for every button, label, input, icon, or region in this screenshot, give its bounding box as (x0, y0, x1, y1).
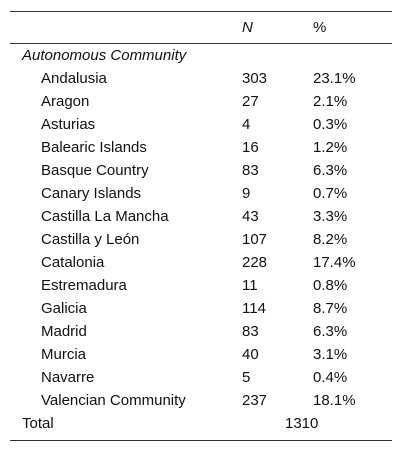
row-label: Balearic Islands (41, 139, 147, 156)
row-pct: 0.8% (313, 277, 348, 294)
row-n: 5 (242, 369, 251, 386)
row-pct: 17.4% (313, 254, 356, 271)
row-pct: 8.2% (313, 231, 348, 248)
row-label: Navarre (41, 369, 95, 386)
row-label: Andalusia (41, 70, 107, 87)
row-n: 4 (242, 116, 251, 133)
row-n: 237 (242, 392, 268, 409)
total-value: 1310 (285, 415, 319, 432)
top-rule (10, 11, 392, 12)
row-label: Valencian Community (41, 392, 186, 409)
row-n: 83 (242, 162, 259, 179)
row-pct: 2.1% (313, 93, 348, 110)
row-label: Madrid (41, 323, 87, 340)
row-pct: 0.3% (313, 116, 348, 133)
row-label: Canary Islands (41, 185, 142, 202)
bottom-rule (10, 440, 392, 441)
row-label: Asturias (41, 116, 96, 133)
header-rule (10, 43, 392, 44)
row-label: Catalonia (41, 254, 105, 271)
row-label: Murcia (41, 346, 87, 363)
row-n: 16 (242, 139, 259, 156)
row-label: Castilla y León (41, 231, 140, 248)
row-label: Estremadura (41, 277, 127, 294)
row-label: Basque Country (41, 162, 149, 179)
row-n: 83 (242, 323, 259, 340)
row-pct: 8.7% (313, 300, 348, 317)
row-pct: 0.7% (313, 185, 348, 202)
row-pct: 6.3% (313, 162, 348, 179)
row-pct: 3.3% (313, 208, 348, 225)
row-n: 107 (242, 231, 268, 248)
row-label: Castilla La Mancha (41, 208, 169, 225)
row-n: 43 (242, 208, 259, 225)
row-pct: 3.1% (313, 346, 348, 363)
row-label: Galicia (41, 300, 87, 317)
row-n: 303 (242, 70, 268, 87)
row-n: 27 (242, 93, 259, 110)
row-pct: 0.4% (313, 369, 348, 386)
header-n: N (242, 19, 253, 36)
row-n: 228 (242, 254, 268, 271)
row-pct: 6.3% (313, 323, 348, 340)
row-pct: 18.1% (313, 392, 356, 409)
row-n: 11 (242, 277, 258, 294)
total-label: Total (22, 415, 54, 432)
header-pct: % (313, 19, 327, 36)
section-label: Autonomous Community (22, 47, 187, 64)
row-n: 9 (242, 185, 251, 202)
row-label: Aragon (41, 93, 90, 110)
row-n: 114 (242, 300, 266, 317)
row-n: 40 (242, 346, 259, 363)
row-pct: 1.2% (313, 139, 348, 156)
row-pct: 23.1% (313, 70, 356, 87)
